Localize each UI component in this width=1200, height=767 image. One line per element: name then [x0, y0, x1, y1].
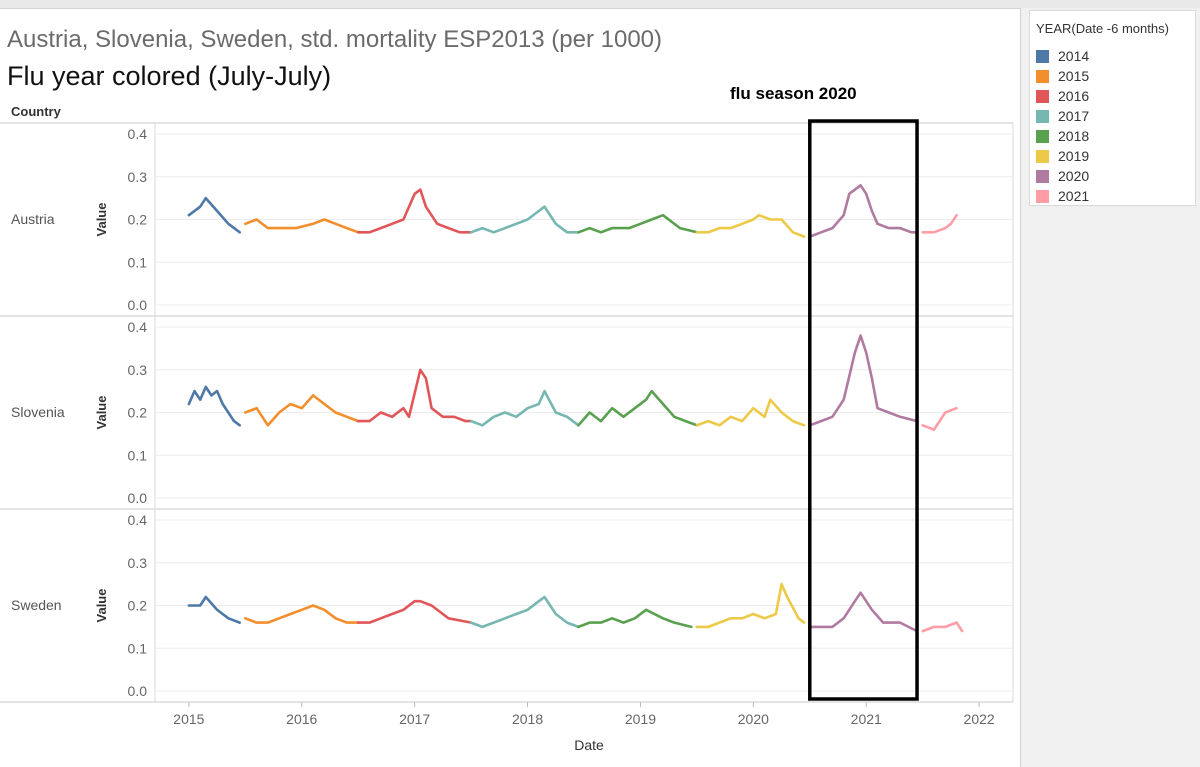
legend-swatch: [1036, 50, 1049, 63]
legend-swatch: [1036, 170, 1049, 183]
x-tick-label: 2022: [964, 711, 995, 727]
x-tick-label: 2020: [738, 711, 769, 727]
chart-title: Austria, Slovenia, Sweden, std. mortalit…: [7, 26, 663, 53]
series-line-austria-2017: [469, 205, 580, 234]
series-line-sweden-2014: [187, 595, 241, 624]
row-header-country: Country: [11, 104, 61, 119]
series-line-slovenia-2019: [695, 398, 806, 427]
x-tick-label: 2019: [625, 711, 656, 727]
y-tick-label: 0.2: [128, 405, 148, 421]
y-tick-label: 0.0: [128, 490, 148, 506]
series-line-slovenia-2018: [577, 389, 699, 427]
y-tick-label: 0.0: [128, 683, 148, 699]
x-tick-label: 2018: [512, 711, 543, 727]
series-line-austria-2015: [244, 218, 360, 234]
legend-swatch: [1036, 70, 1049, 83]
y-tick-label: 0.3: [128, 362, 148, 378]
legend-label: 2016: [1058, 88, 1090, 104]
legend-swatch: [1036, 130, 1049, 143]
series-line-slovenia-2016: [356, 368, 473, 423]
series-line-austria-2019: [695, 213, 806, 238]
legend-swatch: [1036, 150, 1049, 163]
legend-label: 2020: [1058, 168, 1090, 184]
legend-title: YEAR(Date -6 months): [1036, 21, 1169, 36]
country-label-sweden: Sweden: [11, 597, 62, 613]
series-line-sweden-2020: [808, 591, 919, 633]
x-tick-label: 2017: [399, 711, 430, 727]
y-tick-label: 0.4: [128, 126, 148, 142]
series-line-slovenia-2017: [469, 389, 580, 427]
series-line-sweden-2019: [695, 582, 806, 629]
country-label-slovenia: Slovenia: [11, 404, 65, 420]
legend-swatch: [1036, 90, 1049, 103]
x-axis-title: Date: [574, 737, 604, 753]
legend-item-2016[interactable]: 2016: [1036, 87, 1186, 105]
y-tick-label: 0.3: [128, 555, 148, 571]
series-line-slovenia-2015: [244, 394, 360, 427]
legend-label: 2017: [1058, 108, 1090, 124]
y-tick-label: 0.4: [128, 512, 148, 528]
legend-item-2017[interactable]: 2017: [1036, 107, 1186, 125]
color-legend: YEAR(Date -6 months) 2014 2015 2016 2017…: [1029, 10, 1196, 206]
y-tick-label: 0.1: [128, 640, 148, 656]
annotation-text: flu season 2020: [730, 84, 857, 103]
country-label-austria: Austria: [11, 211, 55, 227]
series-line-sweden-2018: [577, 608, 693, 629]
top-toolbar-strip: [0, 0, 1200, 9]
series-line-sweden-2021: [921, 621, 964, 633]
y-axis-title: Value: [94, 396, 109, 430]
legend-label: 2015: [1058, 68, 1090, 84]
series-line-austria-2020: [808, 184, 919, 238]
series-line-slovenia-2014: [187, 385, 241, 427]
y-axis-title: Value: [94, 203, 109, 237]
series-line-slovenia-2021: [921, 406, 958, 431]
series-line-austria-2016: [356, 188, 473, 234]
legend-item-2019[interactable]: 2019: [1036, 147, 1186, 165]
y-tick-label: 0.1: [128, 254, 148, 270]
series-line-sweden-2015: [244, 604, 360, 624]
highlight-box: [808, 119, 919, 701]
legend-label: 2018: [1058, 128, 1090, 144]
series-line-slovenia-2020: [808, 334, 919, 427]
y-tick-label: 0.1: [128, 447, 148, 463]
y-tick-label: 0.0: [128, 297, 148, 313]
x-tick-label: 2021: [851, 711, 882, 727]
series-line-austria-2021: [921, 213, 958, 234]
x-tick-label: 2015: [173, 711, 204, 727]
x-tick-label: 2016: [286, 711, 317, 727]
legend-item-2015[interactable]: 2015: [1036, 67, 1186, 85]
legend-item-2014[interactable]: 2014: [1036, 47, 1186, 65]
y-tick-label: 0.3: [128, 169, 148, 185]
series-line-sweden-2016: [356, 599, 473, 624]
legend-label: 2019: [1058, 148, 1090, 164]
series-line-austria-2014: [187, 196, 241, 234]
legend-swatch: [1036, 110, 1049, 123]
series-line-austria-2018: [577, 213, 699, 234]
legend-item-2020[interactable]: 2020: [1036, 167, 1186, 185]
legend-label: 2021: [1058, 188, 1090, 204]
y-tick-label: 0.2: [128, 598, 148, 614]
legend-item-2021[interactable]: 2021: [1036, 187, 1186, 205]
legend-swatch: [1036, 190, 1049, 203]
y-tick-label: 0.4: [128, 319, 148, 335]
legend-label: 2014: [1058, 48, 1090, 64]
series-line-sweden-2017: [469, 595, 580, 629]
legend-item-2018[interactable]: 2018: [1036, 127, 1186, 145]
chart-subtitle: Flu year colored (July-July): [7, 61, 332, 91]
y-axis-title: Value: [94, 589, 109, 623]
y-tick-label: 0.2: [128, 212, 148, 228]
